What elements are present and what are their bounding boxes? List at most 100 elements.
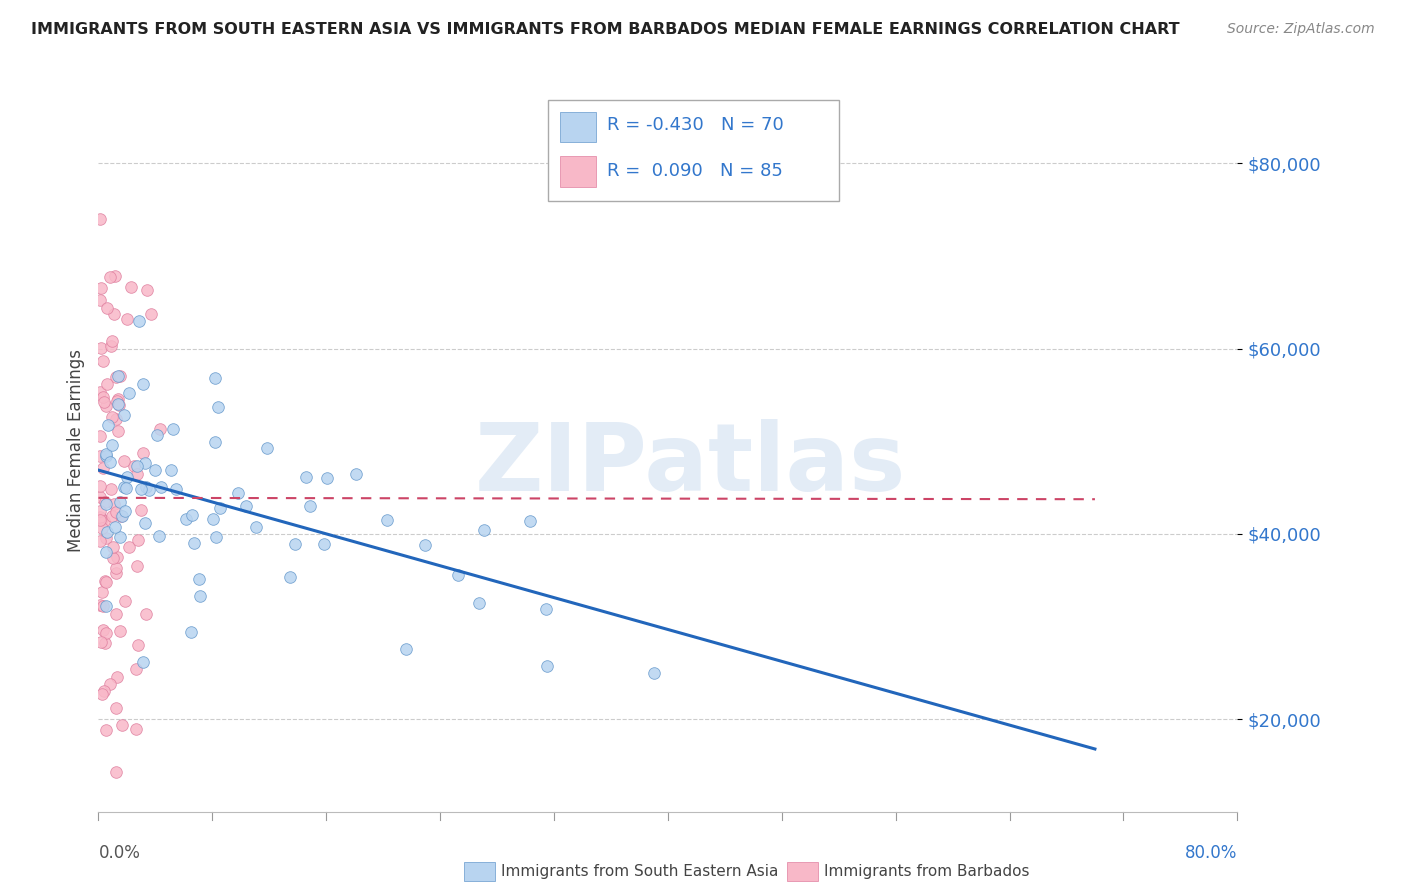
Point xyxy=(91,390,114,404)
Point xyxy=(107,425,129,439)
Point xyxy=(111,509,134,524)
Point xyxy=(91,585,114,599)
Point xyxy=(101,540,124,554)
Point xyxy=(89,449,111,463)
Point xyxy=(135,607,157,621)
Point xyxy=(105,764,128,779)
Point xyxy=(110,508,132,523)
Point xyxy=(100,482,122,496)
Point xyxy=(98,677,121,691)
Point xyxy=(94,494,117,508)
Point xyxy=(127,558,149,573)
Point xyxy=(101,550,124,565)
Point xyxy=(118,541,141,555)
Point xyxy=(202,512,225,526)
Point xyxy=(128,314,150,328)
Point xyxy=(643,666,665,681)
Point xyxy=(125,662,148,676)
Point xyxy=(204,371,226,385)
Text: 80.0%: 80.0% xyxy=(1185,844,1237,863)
Point xyxy=(96,377,118,392)
Point xyxy=(208,501,231,516)
Point xyxy=(105,607,128,621)
Point xyxy=(295,469,318,483)
Point xyxy=(91,521,114,535)
Point xyxy=(105,370,128,384)
Point xyxy=(100,438,122,452)
Point xyxy=(89,534,111,549)
Point xyxy=(90,512,112,526)
Point xyxy=(129,482,152,496)
Text: IMMIGRANTS FROM SOUTH EASTERN ASIA VS IMMIGRANTS FROM BARBADOS MEDIAN FEMALE EAR: IMMIGRANTS FROM SOUTH EASTERN ASIA VS IM… xyxy=(31,22,1180,37)
Point xyxy=(135,283,157,297)
Point xyxy=(94,447,117,461)
Point xyxy=(134,516,156,530)
Point xyxy=(96,723,118,738)
Point xyxy=(174,512,197,526)
Point xyxy=(104,269,127,284)
Point xyxy=(91,461,114,475)
Point xyxy=(94,399,117,413)
Point xyxy=(316,471,339,485)
Point xyxy=(131,655,153,669)
Point xyxy=(104,560,127,574)
Point xyxy=(413,537,436,551)
Point xyxy=(89,504,111,518)
Text: R = -0.430   N = 70: R = -0.430 N = 70 xyxy=(607,116,785,135)
Point xyxy=(127,638,149,652)
Point xyxy=(96,531,118,545)
Point xyxy=(104,701,127,715)
Point xyxy=(472,523,495,537)
Point xyxy=(125,722,148,736)
Point xyxy=(162,422,184,436)
Point xyxy=(90,634,112,648)
Point xyxy=(89,513,111,527)
Point xyxy=(135,480,157,494)
Point xyxy=(89,293,111,307)
Point xyxy=(235,499,257,513)
Point xyxy=(93,684,115,698)
Point xyxy=(112,480,135,494)
Point xyxy=(112,408,135,422)
Point xyxy=(89,479,111,493)
Point xyxy=(114,503,136,517)
FancyBboxPatch shape xyxy=(548,100,839,202)
Point xyxy=(94,574,117,588)
Point xyxy=(118,385,141,400)
Point xyxy=(94,449,117,463)
Point xyxy=(94,497,117,511)
Point xyxy=(108,368,131,383)
Point xyxy=(125,458,148,473)
Point xyxy=(89,385,111,400)
Point xyxy=(138,483,160,497)
Point xyxy=(117,312,139,326)
Point xyxy=(89,429,111,443)
Point xyxy=(101,509,124,524)
Point xyxy=(139,307,162,321)
Text: Immigrants from Barbados: Immigrants from Barbados xyxy=(824,864,1029,879)
Point xyxy=(96,525,118,540)
Point xyxy=(89,510,111,524)
Point xyxy=(143,463,166,477)
Point xyxy=(395,642,418,657)
Point xyxy=(375,513,398,527)
Point xyxy=(96,575,118,590)
Point xyxy=(94,636,117,650)
Point xyxy=(105,393,128,408)
Point xyxy=(91,623,114,637)
Point xyxy=(204,435,226,450)
Point xyxy=(91,599,114,613)
Point xyxy=(105,549,128,564)
Point xyxy=(111,718,134,732)
FancyBboxPatch shape xyxy=(560,156,596,186)
Point xyxy=(256,442,278,456)
Point xyxy=(89,491,111,505)
Point xyxy=(134,456,156,470)
Point xyxy=(148,529,170,543)
Point xyxy=(104,520,127,534)
Point xyxy=(108,530,131,544)
Point xyxy=(112,454,135,468)
Point xyxy=(89,598,111,612)
Point xyxy=(107,397,129,411)
Point xyxy=(93,395,115,409)
